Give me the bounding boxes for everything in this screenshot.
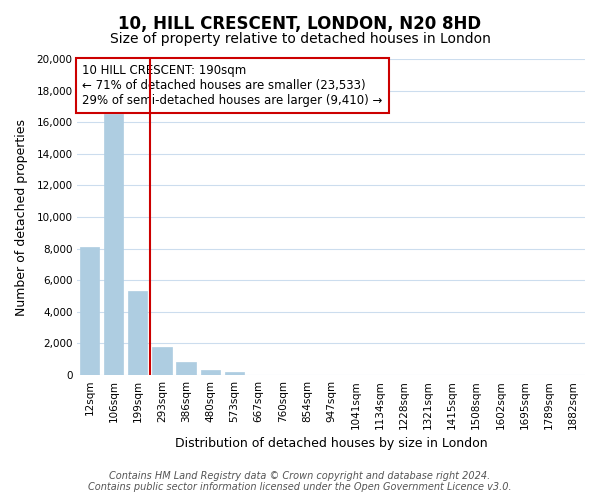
Text: 10 HILL CRESCENT: 190sqm
← 71% of detached houses are smaller (23,533)
29% of se: 10 HILL CRESCENT: 190sqm ← 71% of detach… bbox=[82, 64, 383, 106]
Bar bbox=[152, 346, 172, 375]
Bar bbox=[200, 370, 220, 375]
Bar bbox=[80, 247, 99, 375]
Y-axis label: Number of detached properties: Number of detached properties bbox=[15, 118, 28, 316]
Text: Contains HM Land Registry data © Crown copyright and database right 2024.
Contai: Contains HM Land Registry data © Crown c… bbox=[88, 471, 512, 492]
Bar bbox=[104, 114, 123, 375]
Text: 10, HILL CRESCENT, LONDON, N20 8HD: 10, HILL CRESCENT, LONDON, N20 8HD bbox=[118, 15, 482, 33]
Text: Size of property relative to detached houses in London: Size of property relative to detached ho… bbox=[110, 32, 490, 46]
Bar bbox=[128, 292, 148, 375]
Bar bbox=[176, 362, 196, 375]
Bar bbox=[225, 372, 244, 375]
X-axis label: Distribution of detached houses by size in London: Distribution of detached houses by size … bbox=[175, 437, 487, 450]
